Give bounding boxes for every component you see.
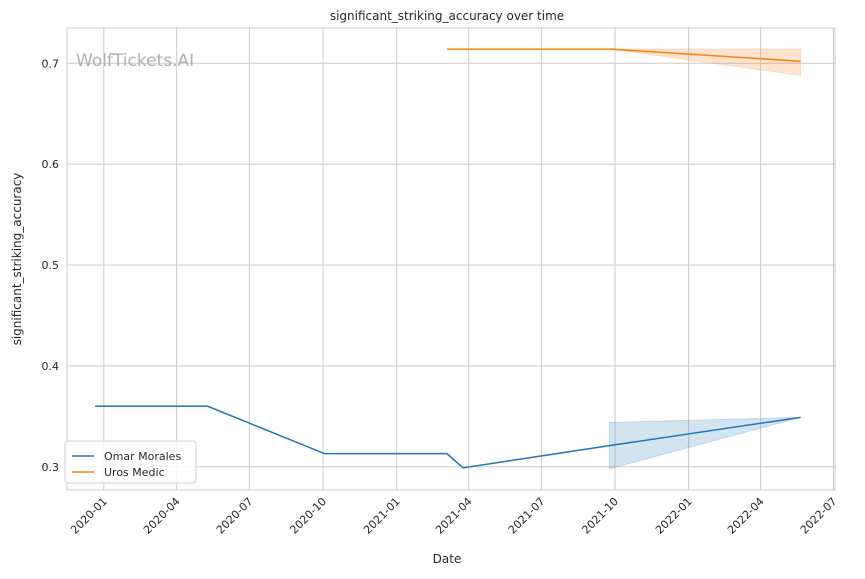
series-lines xyxy=(95,49,801,468)
x-tick-label: 2020-10 xyxy=(287,495,329,537)
confidence-band xyxy=(609,417,800,468)
confidence-band xyxy=(612,49,801,75)
legend: Omar Morales Uros Medic xyxy=(65,441,196,483)
x-axis-label: Date xyxy=(433,552,462,566)
y-tick-label: 0.5 xyxy=(42,259,60,272)
x-tick-label: 2022-07 xyxy=(798,495,840,537)
x-tick-label: 2021-10 xyxy=(579,495,621,537)
y-tick-label: 0.6 xyxy=(42,158,60,171)
x-tick-label: 2021-07 xyxy=(506,495,548,537)
legend-label: Omar Morales xyxy=(104,450,181,463)
x-tick-label: 2022-04 xyxy=(725,495,767,537)
y-tick-labels: 0.3 0.4 0.5 0.6 0.7 xyxy=(42,57,60,473)
x-tick-label: 2021-04 xyxy=(433,495,475,537)
confidence-bands xyxy=(609,49,800,469)
x-tick-label: 2020-07 xyxy=(214,495,256,537)
y-tick-label: 0.4 xyxy=(42,360,60,373)
x-tick-labels: 2020-01 2020-04 2020-07 2020-10 2021-01 2021-… xyxy=(68,495,839,537)
chart-title: significant_striking_accuracy over time xyxy=(330,9,564,23)
x-tick-label: 2021-01 xyxy=(361,495,403,537)
y-tick-label: 0.3 xyxy=(42,461,60,474)
x-tick-label: 2022-01 xyxy=(653,495,695,537)
x-tick-label: 2020-04 xyxy=(141,495,183,537)
watermark: WolfTickets.AI xyxy=(76,51,194,71)
y-axis-label: significant_striking_accuracy xyxy=(10,173,24,346)
x-tick-label: 2020-01 xyxy=(68,495,110,537)
y-tick-label: 0.7 xyxy=(42,57,60,70)
legend-label: Uros Medic xyxy=(104,466,165,479)
